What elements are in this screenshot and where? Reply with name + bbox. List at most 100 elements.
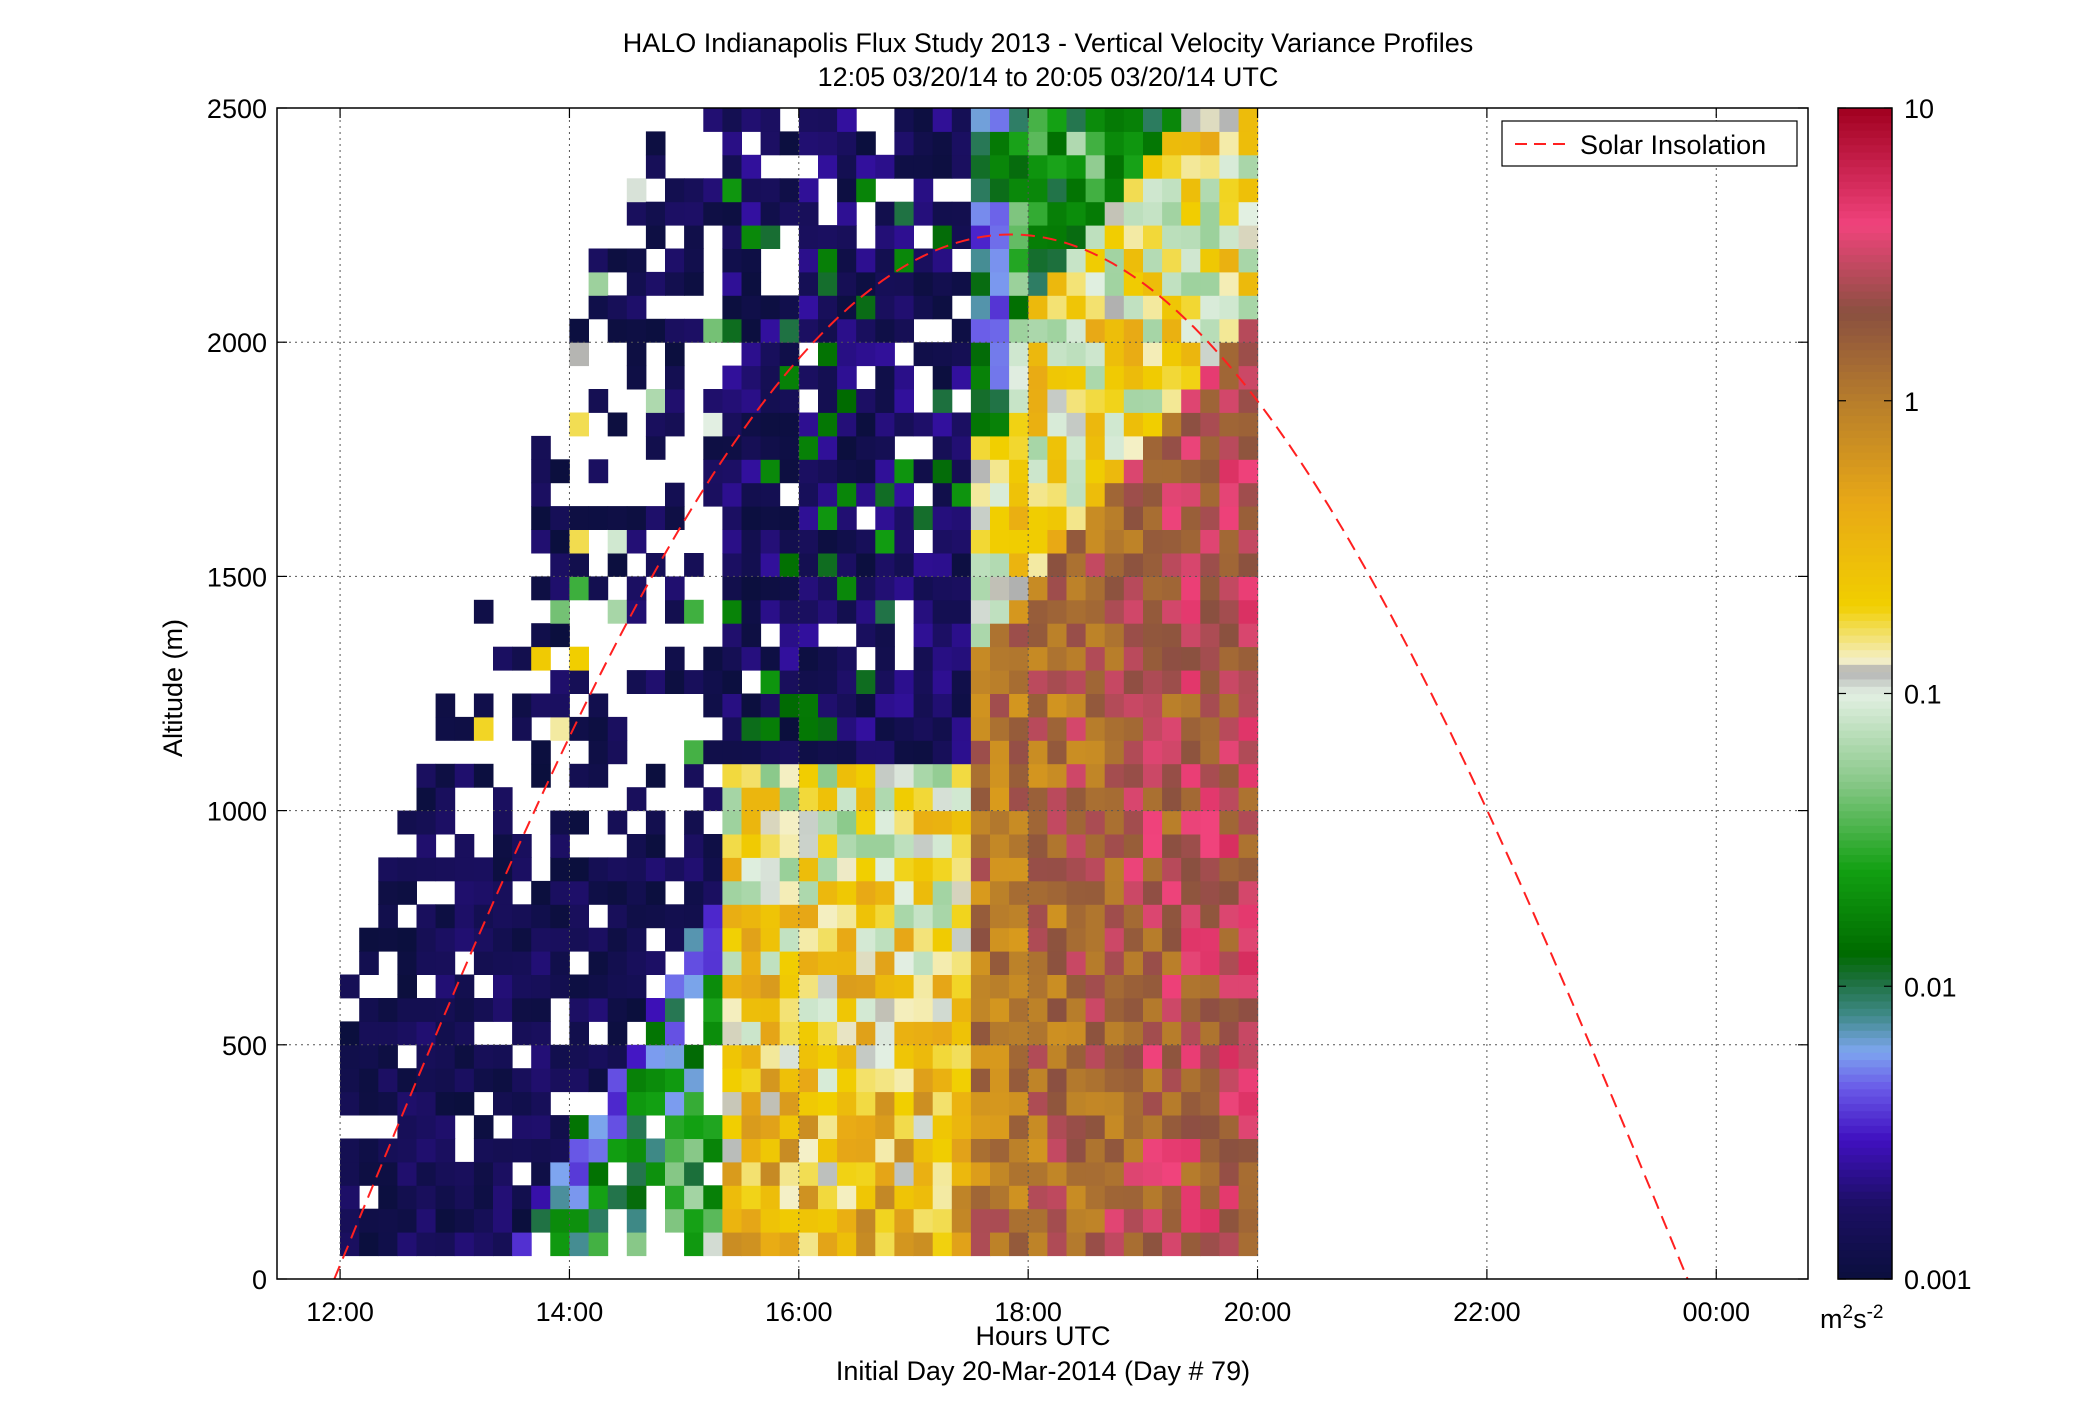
heatmap-cell xyxy=(741,295,762,320)
heatmap-cell xyxy=(760,1138,781,1163)
heatmap-cell xyxy=(856,1232,876,1257)
heatmap-cell xyxy=(1123,576,1144,601)
colorbar-segment xyxy=(1838,151,1892,160)
heatmap-cell xyxy=(397,1138,417,1163)
colorbar-segment xyxy=(1838,693,1892,702)
heatmap-cell xyxy=(1104,1185,1125,1210)
heatmap-cell xyxy=(856,342,876,367)
heatmap-cell xyxy=(970,1161,991,1186)
heatmap-cell xyxy=(894,998,914,1022)
heatmap-cell xyxy=(894,1044,914,1069)
heatmap-cell xyxy=(1028,1208,1048,1233)
colorbar-segment xyxy=(1838,495,1892,504)
heatmap-cell xyxy=(760,529,781,554)
heatmap-cell xyxy=(970,857,991,882)
heatmap-cell xyxy=(626,834,647,858)
heatmap-cell xyxy=(1123,904,1144,929)
heatmap-cell xyxy=(1200,225,1220,249)
heatmap-cell xyxy=(645,1044,666,1069)
heatmap-cell xyxy=(894,482,914,507)
heatmap-cell xyxy=(1219,1044,1239,1069)
heatmap-cell xyxy=(1028,482,1048,507)
heatmap-cell xyxy=(1238,599,1259,624)
heatmap-cell xyxy=(626,1208,647,1233)
heatmap-cell xyxy=(493,1138,513,1163)
heatmap-cell xyxy=(1162,880,1182,905)
heatmap-cell xyxy=(703,201,723,226)
heatmap-cell xyxy=(818,482,838,507)
heatmap-cell xyxy=(665,998,685,1022)
heatmap-cell xyxy=(779,904,800,929)
heatmap-cell xyxy=(1028,295,1048,320)
colorbar-segment xyxy=(1838,847,1892,856)
heatmap-cell xyxy=(454,1208,475,1233)
heatmap-cell xyxy=(569,763,589,788)
heatmap-cell xyxy=(397,1208,417,1233)
heatmap-cell xyxy=(359,1161,379,1186)
heatmap-cell xyxy=(665,248,685,273)
heatmap-cell xyxy=(932,576,953,601)
heatmap-cell xyxy=(1219,108,1239,132)
heatmap-cell xyxy=(760,716,781,741)
colorbar-segment xyxy=(1838,327,1892,336)
heatmap-cell xyxy=(779,951,800,975)
heatmap-cell xyxy=(760,1161,781,1186)
heatmap-cell xyxy=(818,787,838,812)
plot-frame xyxy=(276,107,1809,1280)
heatmap-cell xyxy=(1123,1185,1144,1210)
heatmap-cell xyxy=(1104,131,1125,156)
heatmap-cell xyxy=(531,763,551,788)
heatmap-cell xyxy=(779,646,800,671)
heatmap-cell xyxy=(798,693,819,718)
heatmap-cell xyxy=(1066,529,1087,554)
heatmap-cell xyxy=(837,506,857,530)
heatmap-cell xyxy=(1181,248,1201,273)
heatmap-cell xyxy=(1200,295,1220,320)
heatmap-cell xyxy=(493,646,513,671)
y-axis-label: Altitude (m) xyxy=(158,619,188,757)
heatmap-cell xyxy=(856,670,876,694)
heatmap-cell xyxy=(894,553,914,577)
heatmap-cell xyxy=(779,529,800,554)
heatmap-cell xyxy=(741,248,762,273)
heatmap-cell xyxy=(378,880,398,905)
heatmap-cell xyxy=(1066,131,1087,156)
heatmap-cell xyxy=(454,1068,475,1093)
heatmap-cell xyxy=(703,1208,723,1233)
heatmap-cell xyxy=(1181,553,1201,577)
heatmap-cell xyxy=(913,1021,934,1046)
heatmap-cell xyxy=(531,1115,551,1139)
heatmap-cell xyxy=(837,927,857,952)
heatmap-cell xyxy=(1200,389,1220,413)
heatmap-cell xyxy=(550,1044,570,1069)
heatmap-cell xyxy=(684,740,704,765)
heatmap-cell xyxy=(837,670,857,694)
x-tick-label: 22:00 xyxy=(1453,1297,1521,1327)
heatmap-cell xyxy=(856,1138,876,1163)
heatmap-cell xyxy=(798,1185,819,1210)
heatmap-cell xyxy=(1219,787,1239,812)
heatmap-cell xyxy=(1085,201,1106,226)
heatmap-cell xyxy=(1219,998,1239,1022)
heatmap-cell xyxy=(703,670,723,694)
heatmap-cell xyxy=(1162,412,1182,437)
x-tick-label: 12:00 xyxy=(306,1297,374,1327)
heatmap-cell xyxy=(1143,623,1163,648)
heatmap-cell xyxy=(990,506,1010,530)
heatmap-cell xyxy=(779,693,800,718)
heatmap-cell xyxy=(607,506,628,530)
heatmap-cell xyxy=(1066,342,1087,367)
heatmap-cell xyxy=(1162,459,1182,484)
heatmap-cell xyxy=(531,1161,551,1186)
heatmap-cell xyxy=(703,318,723,343)
heatmap-cell xyxy=(607,529,628,554)
heatmap-cell xyxy=(416,1091,437,1116)
heatmap-cell xyxy=(1047,318,1067,343)
heatmap-cell xyxy=(512,904,532,929)
heatmap-cell xyxy=(684,271,704,296)
colorbar-segment xyxy=(1838,671,1892,680)
heatmap-cell xyxy=(1143,716,1163,741)
heatmap-cell xyxy=(722,857,742,882)
heatmap-cell xyxy=(894,1068,914,1093)
heatmap-cell xyxy=(1143,904,1163,929)
